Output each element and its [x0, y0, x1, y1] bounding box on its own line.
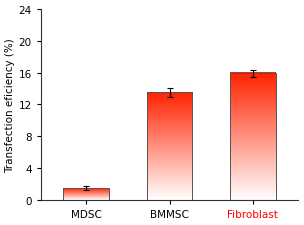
Bar [64, 189, 109, 200]
Bar [230, 74, 275, 200]
Bar [147, 93, 192, 200]
Y-axis label: Transfection eficiency (%): Transfection eficiency (%) [5, 38, 16, 172]
